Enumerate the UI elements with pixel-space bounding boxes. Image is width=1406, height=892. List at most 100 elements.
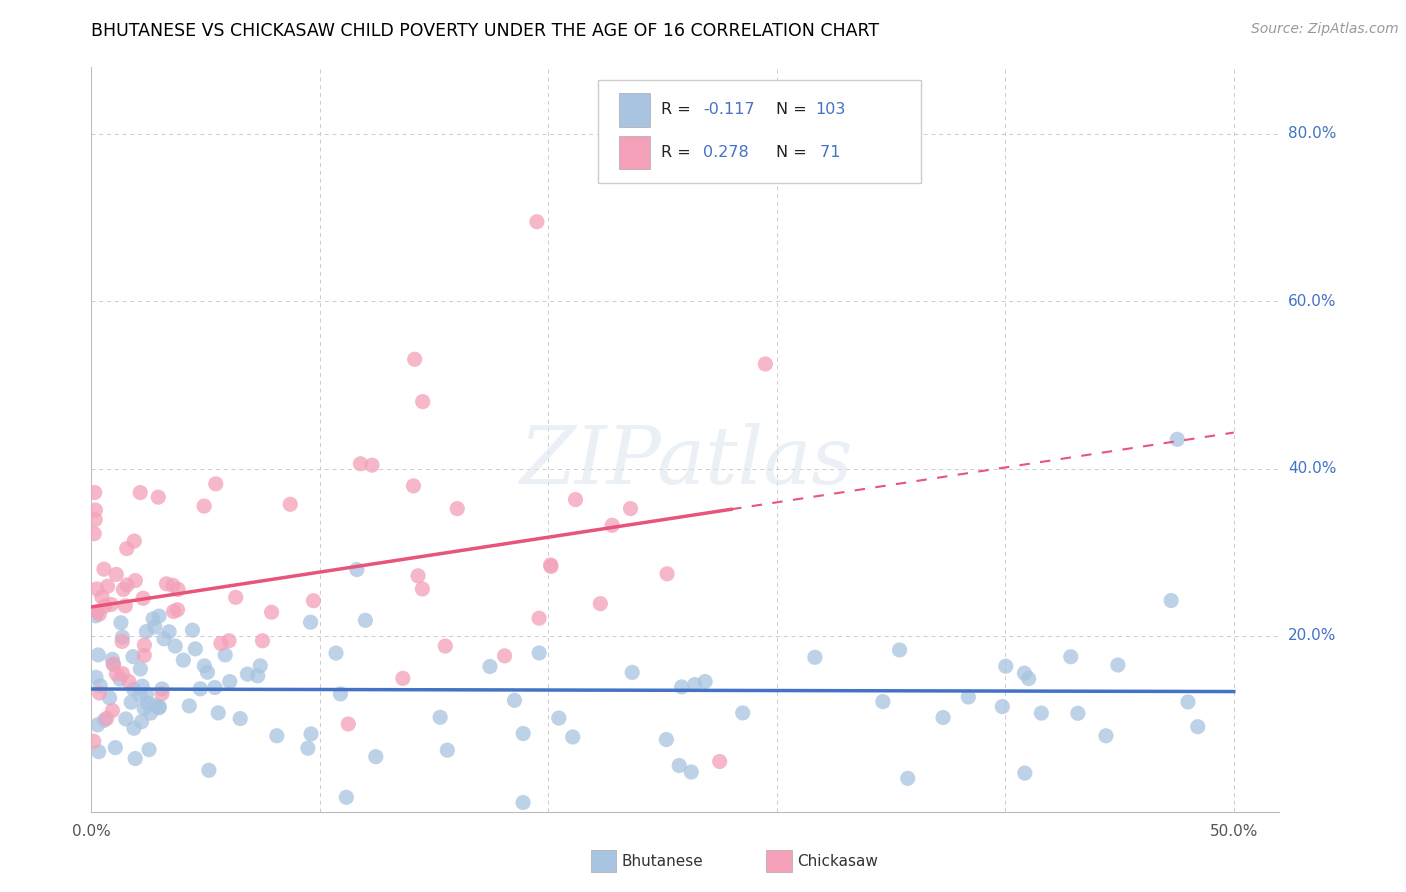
Point: [402, 479, 425, 493]
Text: R =: R =: [661, 103, 696, 117]
Point: [184, 641, 207, 656]
Point: [621, 665, 644, 680]
Point: [162, 605, 184, 619]
Point: [167, 582, 190, 597]
Point: [134, 701, 156, 715]
Point: [349, 457, 371, 471]
Point: [84, 512, 107, 526]
Point: [1187, 720, 1209, 734]
Text: 103: 103: [815, 103, 846, 117]
Point: [93, 713, 115, 727]
Point: [105, 667, 128, 681]
Point: [115, 541, 138, 556]
Point: [114, 599, 136, 613]
Point: [83, 734, 105, 748]
Point: [124, 751, 146, 765]
Point: [111, 630, 134, 644]
Point: [143, 620, 166, 634]
Point: [100, 598, 122, 612]
Point: [731, 706, 754, 720]
Point: [411, 582, 433, 596]
Point: [1067, 706, 1090, 721]
Point: [108, 672, 131, 686]
Point: [299, 615, 322, 630]
Point: [135, 687, 157, 701]
Point: [118, 674, 141, 689]
Point: [302, 593, 325, 607]
Point: [143, 698, 166, 713]
Point: [162, 578, 184, 592]
Point: [434, 639, 457, 653]
Text: Source: ZipAtlas.com: Source: ZipAtlas.com: [1251, 22, 1399, 37]
Point: [1014, 666, 1036, 681]
Point: [695, 674, 717, 689]
Point: [354, 613, 377, 627]
Point: [129, 485, 152, 500]
Point: [1018, 672, 1040, 686]
Point: [87, 648, 110, 662]
Text: 80.0%: 80.0%: [1288, 127, 1336, 141]
Point: [503, 693, 526, 707]
Point: [547, 711, 569, 725]
Point: [104, 740, 127, 755]
Point: [889, 643, 911, 657]
Point: [105, 567, 128, 582]
Point: [392, 671, 415, 685]
Point: [89, 679, 111, 693]
Point: [361, 458, 384, 472]
Point: [181, 623, 204, 637]
Point: [129, 662, 152, 676]
Point: [84, 503, 107, 517]
Point: [436, 743, 458, 757]
Text: -0.117: -0.117: [703, 103, 755, 117]
Point: [103, 657, 125, 672]
Point: [1031, 706, 1053, 720]
Point: [406, 569, 429, 583]
Point: [101, 652, 124, 666]
Point: [297, 741, 319, 756]
Point: [1060, 649, 1083, 664]
Point: [188, 681, 211, 696]
Point: [619, 501, 641, 516]
Point: [218, 633, 240, 648]
Point: [166, 603, 188, 617]
Point: [872, 695, 894, 709]
Point: [84, 670, 107, 684]
Point: [111, 666, 134, 681]
Point: [148, 490, 170, 504]
Point: [97, 579, 120, 593]
Point: [225, 591, 247, 605]
Point: [412, 394, 434, 409]
Point: [115, 578, 138, 592]
Point: [84, 608, 107, 623]
Point: [1095, 729, 1118, 743]
Point: [150, 681, 173, 696]
Point: [446, 501, 468, 516]
Point: [527, 611, 550, 625]
Point: [122, 649, 145, 664]
Point: [229, 712, 252, 726]
Point: [94, 599, 117, 613]
Point: [198, 764, 221, 778]
Point: [589, 597, 612, 611]
Point: [89, 607, 111, 621]
Point: [260, 605, 283, 619]
Point: [86, 718, 108, 732]
Point: [136, 696, 159, 710]
Point: [114, 712, 136, 726]
Point: [207, 706, 229, 720]
Text: 0.278: 0.278: [703, 145, 749, 160]
Text: N =: N =: [776, 145, 813, 160]
Point: [134, 638, 156, 652]
Point: [103, 657, 125, 672]
Point: [655, 732, 678, 747]
Point: [204, 681, 226, 695]
Point: [540, 559, 562, 574]
Point: [193, 499, 215, 513]
Point: [278, 497, 301, 511]
Point: [1107, 658, 1129, 673]
Text: 40.0%: 40.0%: [1288, 461, 1336, 476]
Point: [89, 686, 111, 700]
Point: [155, 576, 177, 591]
Point: [991, 699, 1014, 714]
